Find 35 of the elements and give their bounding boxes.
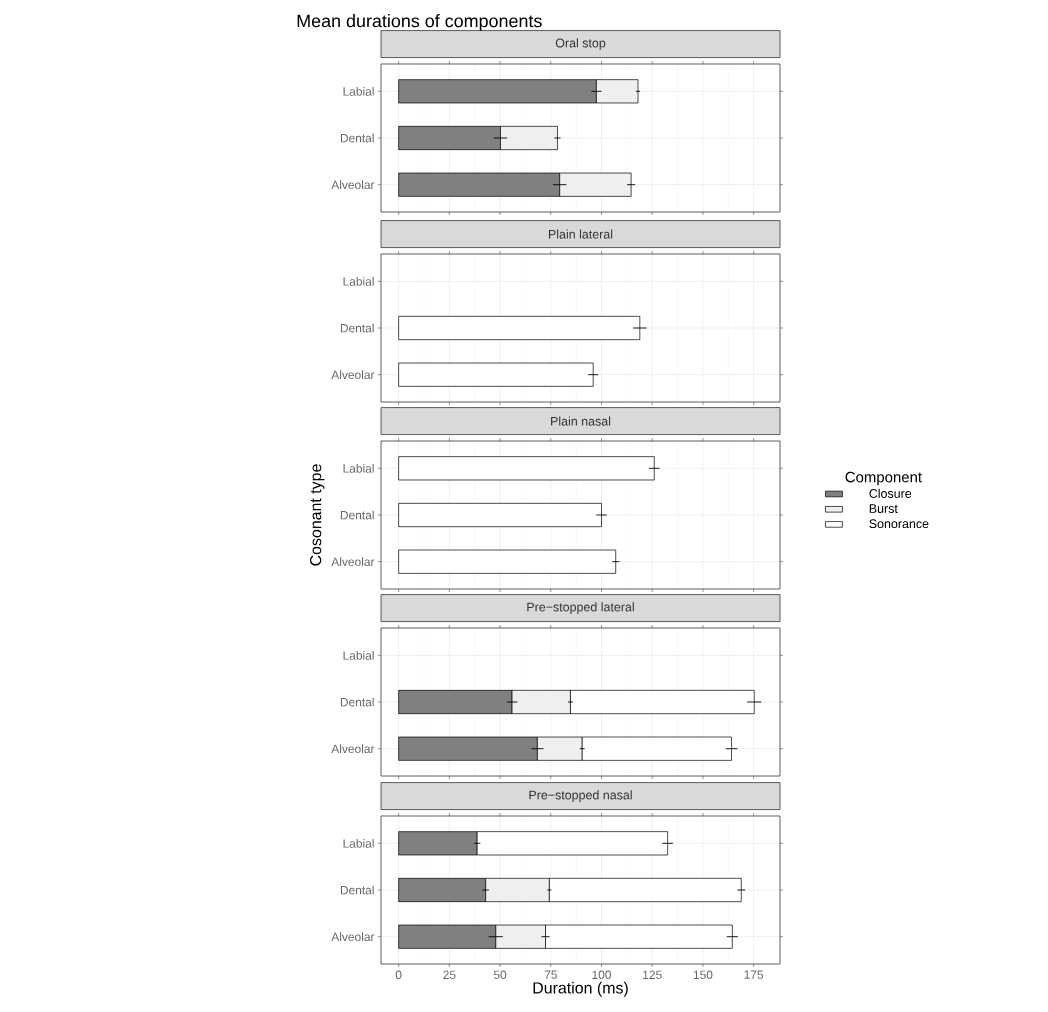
x-tick-label: 175 — [744, 970, 764, 979]
chart-title: Mean durations of components — [297, 14, 542, 31]
y-tick-label: Alveolar — [331, 744, 375, 754]
x-axis-title: Duration (ms) — [533, 981, 628, 997]
y-tick-label: Dental — [340, 510, 374, 520]
y-tick-label: Dental — [340, 885, 374, 895]
y-tick-label: Dental — [340, 697, 374, 707]
legend-label: Closure — [869, 488, 912, 498]
x-tick-label: 0 — [395, 970, 402, 979]
chart-subtitle: Pre−stopped nasal — [529, 790, 632, 802]
x-tick-label: 50 — [493, 970, 507, 979]
chart-subtitle: Pre−stopped lateral — [527, 602, 634, 614]
y-tick-label: Alveolar — [331, 370, 375, 380]
y-tick-label: Labial — [343, 276, 374, 286]
x-tick-label: 100 — [592, 970, 612, 979]
y-tick-label: Alveolar — [331, 932, 375, 942]
y-tick-label: Labial — [343, 838, 374, 848]
y-tick-label: Dental — [340, 133, 374, 143]
y-axis-title: Cosonant type — [310, 464, 325, 566]
y-tick-label: Dental — [340, 323, 374, 333]
legend-label: Burst — [869, 504, 898, 513]
x-tick-label: 125 — [643, 970, 662, 979]
chart-subtitle: Plain nasal — [551, 416, 611, 426]
x-tick-label: 75 — [544, 970, 557, 979]
chart-subtitle: Oral stop — [555, 38, 606, 50]
y-tick-label: Labial — [343, 463, 374, 473]
y-tick-label: Alveolar — [331, 557, 375, 567]
legend-title: Component — [845, 471, 922, 486]
chart-subtitle: Plain lateral — [548, 229, 613, 239]
legend-label: Sonorance — [869, 519, 929, 529]
x-tick-label: 25 — [443, 970, 456, 979]
y-tick-label: Alveolar — [331, 180, 375, 190]
y-tick-label: Labial — [343, 86, 374, 96]
x-tick-label: 150 — [693, 970, 713, 979]
y-tick-label: Labial — [343, 650, 374, 660]
